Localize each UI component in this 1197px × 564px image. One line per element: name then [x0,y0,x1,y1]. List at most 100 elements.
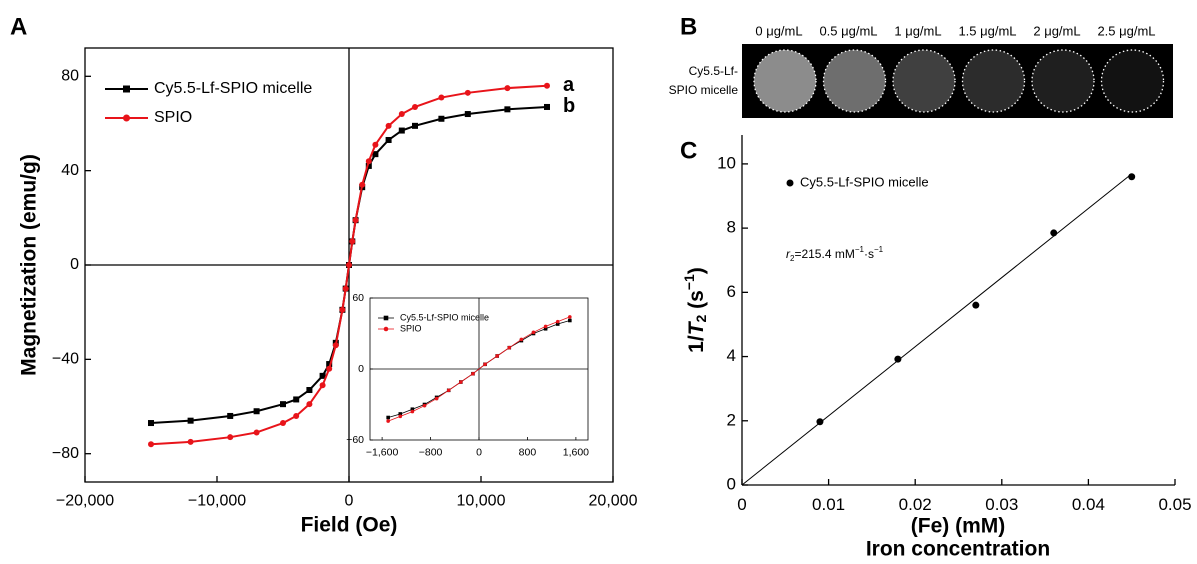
marker [253,429,260,436]
column-label: 1.5 μg/mL [958,23,1016,38]
marker [352,217,359,224]
legend-marker [786,179,794,187]
y-label-part: 1/ [685,335,708,353]
annotation-sub: 2 [790,254,795,263]
annotation-sup: −1 [874,245,884,254]
marker [398,111,405,118]
y-label-var: T [685,320,708,335]
x-axis-label: Iron concentration [866,538,1050,561]
row-label: Cy5.5-Lf-SPIO micelle [668,64,738,97]
marker [385,136,392,143]
y-tick-label: 2 [727,410,736,429]
x-tick-label: 0.01 [812,495,845,514]
marker [326,361,333,368]
marker [412,103,418,110]
marker [471,371,475,376]
y-tick-label: 0 [70,256,79,273]
marker [293,412,300,419]
x-axis-label: Field (Oe) [301,514,398,537]
marker [386,419,390,423]
marker [346,262,352,268]
y-tick-label: 40 [61,162,79,179]
legend-marker [123,85,130,93]
marker [519,337,524,342]
annotation-text: =215.4 mM [794,247,854,261]
legend-marker [383,315,389,321]
marker [555,319,560,324]
marker [359,181,366,188]
marker [280,420,286,427]
marker [446,388,451,393]
legend-marker [383,326,389,332]
y-label-sub: 2 [693,314,709,322]
annotation: r2=215.4 mM−1·s−1 [786,245,884,263]
legend-label: Cy5.5-Lf-SPIO micelle [154,80,312,97]
y-tick-label: 80 [61,68,79,85]
sample-well [753,49,817,113]
marker [422,403,427,408]
marker [187,417,194,424]
y-tick-label: 6 [727,282,736,301]
column-label: 0 μg/mL [755,23,802,38]
y-tick-label: −40 [52,351,79,368]
marker [543,326,548,331]
data-point [894,355,902,363]
x-tick-label: 1,600 [563,446,589,458]
marker [253,408,260,415]
column-label: 2.5 μg/mL [1097,23,1155,38]
panel-label: A [10,13,27,40]
panel-label: C [680,137,697,164]
x-tick-label: 0 [476,446,482,458]
marker [483,362,487,367]
legend-label: SPIO [400,323,422,333]
column-label: 0.5 μg/mL [819,23,877,38]
marker [568,315,572,319]
y-tick-label: 60 [352,292,364,304]
marker [459,380,463,384]
series-line [388,316,570,422]
marker [332,342,339,349]
marker [544,103,550,110]
marker [372,151,379,158]
sample-well [822,49,887,113]
marker [555,322,560,326]
data-point [1050,229,1058,237]
column-label: 1 μg/mL [894,23,941,38]
sample-well [892,49,956,113]
marker [504,106,511,113]
marker [342,285,349,292]
marker [319,382,326,389]
y-axis-label: Magnetization (emu/g) [18,154,41,376]
marker [148,441,154,448]
marker [365,162,372,169]
curve-label: b [563,95,575,117]
y-tick-label: 0 [358,363,364,375]
marker [372,141,379,148]
x-tick-label: 20,000 [589,492,638,509]
x-tick-label: 800 [519,446,537,458]
y-label-part: (s [685,290,708,315]
annotation-mid: ·s [864,247,874,261]
y-tick-label: 8 [727,218,736,237]
x-tick-label: 0.03 [985,495,1018,514]
marker [434,396,439,401]
marker [227,412,234,419]
marker [306,387,313,394]
marker [293,396,300,403]
marker [326,365,333,372]
marker [464,111,471,118]
x-axis-label: (Fe) (mM) [911,515,1005,538]
x-tick-label: 0.05 [1158,495,1191,514]
marker [544,82,550,89]
marker [438,94,445,101]
marker [438,115,445,122]
marker [386,415,390,420]
marker [531,330,536,335]
sample-well [961,49,1026,113]
marker [412,122,418,129]
marker [410,409,415,414]
marker [385,122,392,129]
curve-label: a [563,74,575,96]
panel-label: B [680,13,697,40]
